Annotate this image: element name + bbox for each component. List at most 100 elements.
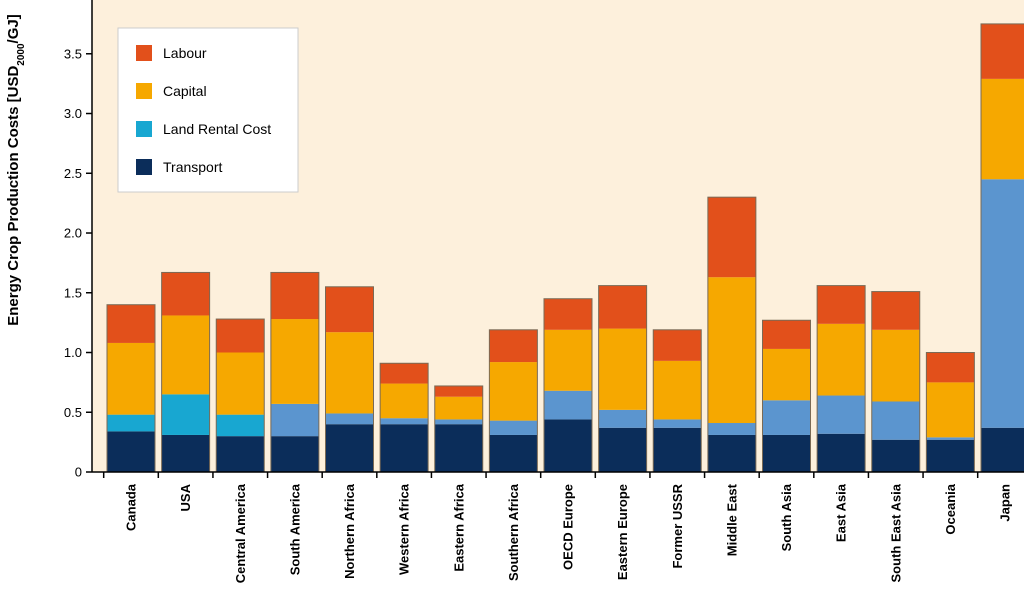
bar-capital (544, 329, 592, 391)
x-tick-label: Southern Africa (506, 483, 521, 581)
bar-transport (325, 424, 374, 472)
x-tick-label: OECD Europe (561, 484, 576, 570)
x-tick-label: Japan (998, 484, 1013, 522)
bar-labour (762, 320, 811, 349)
bar-land-rental-cost (653, 419, 702, 428)
bar-land-rental-cost (434, 419, 483, 425)
bar-land-rental-cost (107, 414, 155, 432)
bar-land-rental-cost (871, 401, 920, 440)
bar-labour (270, 272, 319, 320)
bar-transport (707, 434, 756, 472)
bar-capital (434, 396, 483, 420)
y-tick-label: 0.5 (64, 405, 82, 420)
bar-transport (926, 439, 975, 472)
bar-transport (981, 427, 1024, 472)
legend: Labour Capital Land Rental Cost Transport (117, 27, 299, 193)
bar-land-rental-cost (270, 403, 319, 437)
legend-swatch (136, 83, 152, 99)
x-tick-label: East Asia (834, 483, 849, 542)
bar-labour (981, 23, 1024, 79)
bar-capital (380, 383, 429, 419)
y-tick-label: 2.5 (64, 166, 82, 181)
y-tick-label: 2.0 (64, 226, 82, 241)
bar-labour (544, 298, 592, 330)
bar-labour (216, 319, 265, 353)
bar-land-rental-cost (544, 390, 592, 420)
x-tick-label: Western Africa (397, 483, 412, 575)
bar-land-rental-cost (926, 437, 975, 440)
bar-land-rental-cost (161, 394, 210, 435)
bar-labour (707, 197, 756, 278)
y-axis-label: Energy Crop Production Costs [USD2000/GJ… (5, 14, 27, 325)
x-tick-label: Former USSR (670, 483, 685, 568)
y-tick-label: 0 (75, 465, 82, 480)
x-tick-label: USA (178, 483, 193, 511)
x-tick-label: South America (287, 483, 302, 575)
y-tick-label: 3.5 (64, 46, 82, 61)
bar-labour (380, 363, 429, 384)
bar-capital (216, 352, 265, 415)
x-tick-label: Central America (233, 483, 248, 583)
bar-labour (817, 285, 866, 324)
legend-label: Capital (163, 83, 207, 99)
bar-labour (926, 352, 975, 383)
bar-transport (817, 433, 866, 472)
bar-land-rental-cost (489, 420, 538, 435)
x-tick-label: Eastern Africa (451, 483, 466, 571)
y-axis: 0 0.5 1.0 1.5 2.0 2.5 3.0 3.5 (64, 0, 93, 480)
bar-transport (270, 436, 319, 472)
bar-labour (489, 329, 538, 363)
bar-labour (598, 285, 647, 329)
y-tick-label: 1.5 (64, 285, 82, 300)
bar-land-rental-cost (598, 409, 647, 428)
legend-swatch (136, 45, 152, 61)
legend-label: Land Rental Cost (163, 121, 271, 137)
bar-capital (707, 277, 756, 424)
bar-transport (107, 431, 155, 472)
bar-land-rental-cost (981, 179, 1024, 428)
x-tick-label: South Asia (779, 483, 794, 551)
y-tick-label: 3.0 (64, 106, 82, 121)
bar-labour (434, 385, 483, 397)
bar-capital (817, 323, 866, 396)
bar-labour (325, 286, 374, 333)
bar-transport (380, 424, 429, 472)
bar-capital (871, 329, 920, 402)
bar-labour (161, 272, 210, 316)
x-tick-label: Canada (124, 483, 139, 531)
bar-land-rental-cost (762, 400, 811, 435)
bar-transport (871, 439, 920, 472)
x-tick-label: South East Asia (888, 483, 903, 582)
bar-land-rental-cost (817, 395, 866, 434)
legend-swatch (136, 159, 152, 175)
x-tick-label: Oceania (943, 483, 958, 534)
legend-label: Transport (163, 159, 223, 175)
bar-transport (598, 427, 647, 472)
bar-land-rental-cost (325, 413, 374, 425)
x-tick-label: Northern Africa (342, 483, 357, 579)
bar-capital (325, 332, 374, 414)
bar-land-rental-cost (707, 423, 756, 435)
bar-capital (653, 360, 702, 420)
bar-capital (926, 382, 975, 438)
bars-group (106, 23, 1024, 473)
bar-transport (434, 424, 483, 472)
bar-land-rental-cost (380, 418, 429, 425)
bar-capital (981, 78, 1024, 180)
legend-swatch (136, 121, 152, 137)
bar-capital (598, 328, 647, 410)
x-tick-label: Eastern Europe (615, 484, 630, 580)
bar-capital (489, 362, 538, 421)
y-tick-label: 1.0 (64, 345, 82, 360)
x-tick-label: Middle East (724, 483, 739, 556)
bar-labour (871, 291, 920, 330)
legend-label: Labour (163, 45, 207, 61)
bar-transport (216, 436, 265, 472)
bar-transport (161, 434, 210, 472)
bar-capital (161, 315, 210, 395)
bar-transport (762, 434, 811, 472)
bar-capital (762, 348, 811, 401)
bar-transport (544, 419, 592, 472)
bar-transport (653, 427, 702, 472)
